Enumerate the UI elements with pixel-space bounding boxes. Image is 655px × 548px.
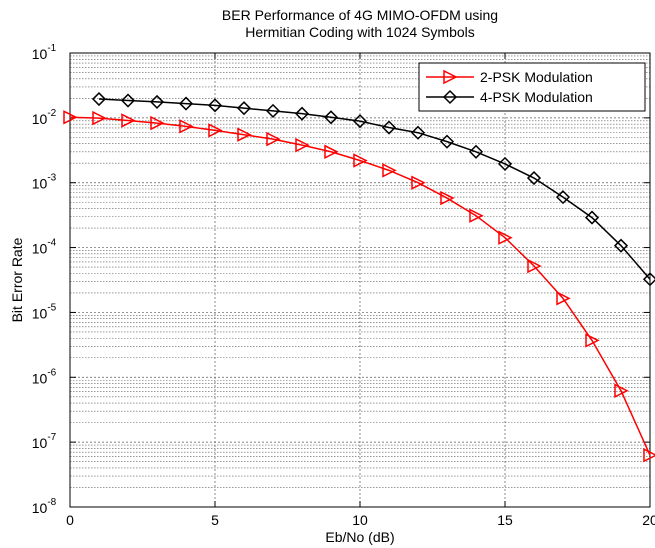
data-point-marker: [208, 123, 223, 138]
data-point-marker: [120, 93, 136, 108]
x-tick-label: 20: [642, 512, 655, 528]
data-point-marker: [614, 383, 629, 398]
plot-area: [70, 53, 650, 507]
data-point-marker: [527, 258, 542, 274]
data-point-marker: [584, 210, 600, 225]
x-axis-label: Eb/No (dB): [325, 529, 394, 545]
series-1: [63, 110, 655, 463]
legend-label: 4-PSK Modulation: [480, 89, 593, 105]
data-point-marker: [353, 153, 368, 168]
data-point-marker: [149, 94, 165, 109]
y-tick-label: 10-7: [32, 432, 57, 451]
data-point-marker: [411, 175, 426, 190]
x-tick-label: 5: [211, 512, 219, 528]
data-point-marker: [410, 125, 426, 140]
data-point-marker: [237, 127, 252, 142]
data-point-marker: [468, 144, 484, 159]
data-point-marker: [555, 190, 571, 205]
data-point-marker: [381, 120, 397, 135]
data-point-marker: [442, 89, 458, 105]
data-point-marker: [91, 91, 107, 107]
series-line: [69, 116, 651, 456]
data-point-marker: [121, 113, 136, 128]
data-point-marker: [556, 291, 571, 306]
data-point-marker: [443, 69, 458, 85]
y-tick-label: 10-2: [32, 108, 57, 127]
data-point-marker: [150, 115, 165, 131]
chart-title-line-2: Hermitian Coding with 1024 Symbols: [245, 24, 475, 40]
x-tick-label: 15: [497, 512, 513, 528]
data-point-marker: [497, 156, 513, 171]
data-point-marker: [642, 272, 655, 287]
data-point-marker: [236, 101, 252, 116]
y-tick-label: 10-4: [32, 238, 57, 257]
data-point-marker: [526, 170, 542, 186]
x-tick-label: 10: [352, 512, 368, 528]
legend-label: 2-PSK Modulation: [480, 69, 593, 85]
chart-title-line-1: BER Performance of 4G MIMO-OFDM using: [222, 7, 498, 23]
y-tick-label: 10-8: [32, 497, 57, 516]
y-tick-label: 10-5: [32, 302, 57, 321]
data-point-marker: [207, 98, 223, 113]
data-point-marker: [265, 103, 281, 118]
data-point-marker: [324, 144, 339, 159]
legend: 2-PSK Modulation 4-PSK Modulation: [418, 62, 646, 112]
y-tick-label: 10-6: [32, 367, 57, 386]
y-tick-label: 10-3: [32, 173, 57, 192]
data-point-marker: [294, 106, 310, 121]
data-point-marker: [178, 96, 194, 111]
y-tick-label: 10-1: [32, 43, 57, 62]
data-point-marker: [92, 110, 107, 126]
data-point-marker: [266, 131, 281, 147]
data-point-marker: [469, 208, 484, 223]
axes: 0 5 10 15 20 10-8 10-7 10-6 10-5 10-4 10-3 10-2 10-1: [32, 43, 655, 528]
data-point-marker: [323, 110, 339, 125]
data-point-marker: [440, 190, 455, 206]
series-2: [91, 91, 655, 287]
data-point-marker: [63, 110, 78, 125]
x-tick-label: 0: [66, 512, 74, 528]
data-point-marker: [643, 447, 655, 463]
data-point-marker: [498, 230, 513, 245]
y-axis-label: Bit Error Rate: [9, 237, 25, 322]
legend-box: [418, 62, 646, 112]
data-point-marker: [352, 114, 368, 129]
data-point-marker: [613, 238, 629, 253]
data-point-marker: [179, 119, 194, 134]
series-layer: [63, 91, 655, 463]
data-point-marker: [439, 134, 455, 149]
data-point-marker: [585, 333, 600, 348]
data-point-marker: [382, 163, 397, 178]
data-point-marker: [295, 137, 310, 153]
